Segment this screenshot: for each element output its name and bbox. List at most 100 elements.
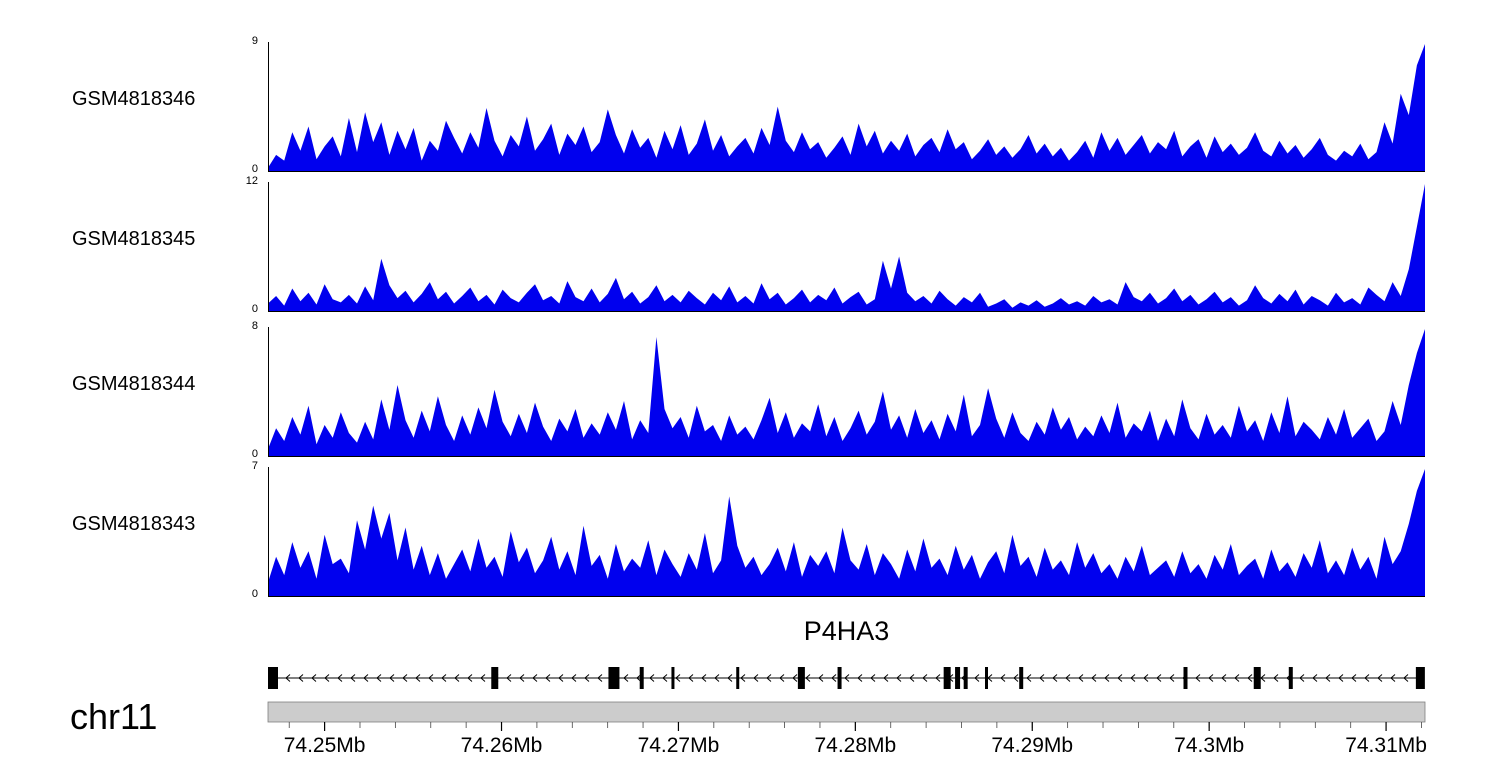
strand-arrow-left-icon bbox=[441, 674, 447, 682]
strand-arrow-left-icon bbox=[1169, 674, 1175, 682]
strand-arrow-left-icon bbox=[779, 674, 785, 682]
exon-box bbox=[1288, 667, 1293, 689]
strand-arrow-left-icon bbox=[857, 674, 863, 682]
coverage-area bbox=[268, 184, 1425, 312]
strand-arrow-left-icon bbox=[688, 674, 694, 682]
exon-box bbox=[491, 667, 499, 689]
exon-box bbox=[736, 667, 740, 689]
strand-arrow-left-icon bbox=[1091, 674, 1097, 682]
strand-arrow-left-icon bbox=[909, 674, 915, 682]
strand-arrow-left-icon bbox=[1403, 674, 1409, 682]
strand-arrow-left-icon bbox=[1052, 674, 1058, 682]
strand-arrow-left-icon bbox=[675, 674, 681, 682]
strand-arrow-left-icon bbox=[1299, 674, 1305, 682]
exon-box bbox=[608, 667, 620, 689]
exon-box bbox=[671, 667, 675, 689]
coverage-area bbox=[268, 329, 1425, 457]
strand-arrow-left-icon bbox=[480, 674, 486, 682]
strand-arrow-left-icon bbox=[376, 674, 382, 682]
strand-arrow-left-icon bbox=[1065, 674, 1071, 682]
strand-arrow-left-icon bbox=[428, 674, 434, 682]
exon-box bbox=[1183, 667, 1188, 689]
coverage-track-row: GSM4818343 7 0 bbox=[0, 460, 1500, 600]
y-axis-min-label: 0 bbox=[251, 448, 258, 460]
strand-arrow-left-icon bbox=[649, 674, 655, 682]
strand-arrow-left-icon bbox=[1273, 674, 1279, 682]
strand-arrow-left-icon bbox=[1143, 674, 1149, 682]
strand-arrow-left-icon bbox=[1078, 674, 1084, 682]
strand-arrow-left-icon bbox=[532, 674, 538, 682]
strand-arrow-left-icon bbox=[974, 674, 980, 682]
coverage-signal-svg bbox=[268, 182, 1425, 312]
coverage-area bbox=[268, 44, 1425, 172]
strand-arrow-left-icon bbox=[454, 674, 460, 682]
strand-arrow-left-icon bbox=[1208, 674, 1214, 682]
strand-arrow-left-icon bbox=[1325, 674, 1331, 682]
exon-box bbox=[797, 667, 805, 689]
strand-arrow-left-icon bbox=[1260, 674, 1266, 682]
strand-arrow-left-icon bbox=[818, 674, 824, 682]
track-label: GSM4818346 bbox=[72, 88, 196, 110]
strand-arrow-left-icon bbox=[285, 674, 291, 682]
exon-box bbox=[943, 667, 951, 689]
coverage-track-row: GSM4818344 8 0 bbox=[0, 320, 1500, 460]
strand-arrow-left-icon bbox=[545, 674, 551, 682]
strand-arrow-left-icon bbox=[714, 674, 720, 682]
axis-tick-label: 74.3Mb bbox=[1174, 734, 1244, 757]
strand-arrow-left-icon bbox=[506, 674, 512, 682]
strand-arrow-left-icon bbox=[415, 674, 421, 682]
chromosome-label: chr11 bbox=[70, 696, 158, 737]
strand-arrow-left-icon bbox=[766, 674, 772, 682]
strand-arrow-left-icon bbox=[1390, 674, 1396, 682]
axis-tick-label: 74.27Mb bbox=[638, 734, 720, 757]
strand-arrow-left-icon bbox=[1104, 674, 1110, 682]
strand-arrow-left-icon bbox=[623, 674, 629, 682]
strand-arrow-left-icon bbox=[870, 674, 876, 682]
gene-model-svg bbox=[268, 667, 1425, 689]
strand-arrow-left-icon bbox=[935, 674, 941, 682]
strand-arrow-left-icon bbox=[311, 674, 317, 682]
strand-arrow-left-icon bbox=[1000, 674, 1006, 682]
exon-box bbox=[963, 667, 968, 689]
strand-arrow-left-icon bbox=[1026, 674, 1032, 682]
y-axis-min-label: 0 bbox=[251, 303, 258, 315]
strand-arrow-left-icon bbox=[987, 674, 993, 682]
strand-arrow-left-icon bbox=[402, 674, 408, 682]
exon-box bbox=[1253, 667, 1261, 689]
strand-arrow-left-icon bbox=[1312, 674, 1318, 682]
strand-arrow-left-icon bbox=[298, 674, 304, 682]
strand-arrow-left-icon bbox=[1247, 674, 1253, 682]
track-label: GSM4818344 bbox=[72, 373, 196, 395]
strand-arrow-left-icon bbox=[844, 674, 850, 682]
strand-arrow-left-icon bbox=[324, 674, 330, 682]
strand-arrow-left-icon bbox=[350, 674, 356, 682]
coverage-signal-svg bbox=[268, 327, 1425, 457]
strand-arrow-left-icon bbox=[922, 674, 928, 682]
strand-arrow-left-icon bbox=[467, 674, 473, 682]
exon-box bbox=[837, 667, 842, 689]
exon-box bbox=[1415, 667, 1425, 689]
strand-arrow-left-icon bbox=[1039, 674, 1045, 682]
gene-name: P4HA3 bbox=[803, 616, 890, 646]
strand-arrow-left-icon bbox=[662, 674, 668, 682]
strand-arrow-left-icon bbox=[701, 674, 707, 682]
strand-arrow-left-icon bbox=[337, 674, 343, 682]
strand-arrow-left-icon bbox=[597, 674, 603, 682]
strand-arrow-left-icon bbox=[363, 674, 369, 682]
axis-tick-label: 74.28Mb bbox=[814, 734, 896, 757]
exon-box bbox=[955, 667, 961, 689]
axis-tick-label: 74.25Mb bbox=[284, 734, 366, 757]
strand-arrow-left-icon bbox=[1013, 674, 1019, 682]
y-axis-max-label: 9 bbox=[251, 35, 258, 47]
axis-tick-label: 74.29Mb bbox=[991, 734, 1073, 757]
strand-arrow-left-icon bbox=[740, 674, 746, 682]
track-label: GSM4818345 bbox=[72, 228, 196, 250]
strand-arrow-left-icon bbox=[1364, 674, 1370, 682]
coverage-signal-svg bbox=[268, 467, 1425, 597]
y-axis-max-label: 7 bbox=[251, 460, 258, 472]
coverage-track-row: GSM4818345 12 0 bbox=[0, 175, 1500, 315]
exon-box bbox=[268, 667, 278, 689]
strand-arrow-left-icon bbox=[1351, 674, 1357, 682]
coverage-area bbox=[268, 469, 1425, 597]
strand-arrow-left-icon bbox=[1195, 674, 1201, 682]
